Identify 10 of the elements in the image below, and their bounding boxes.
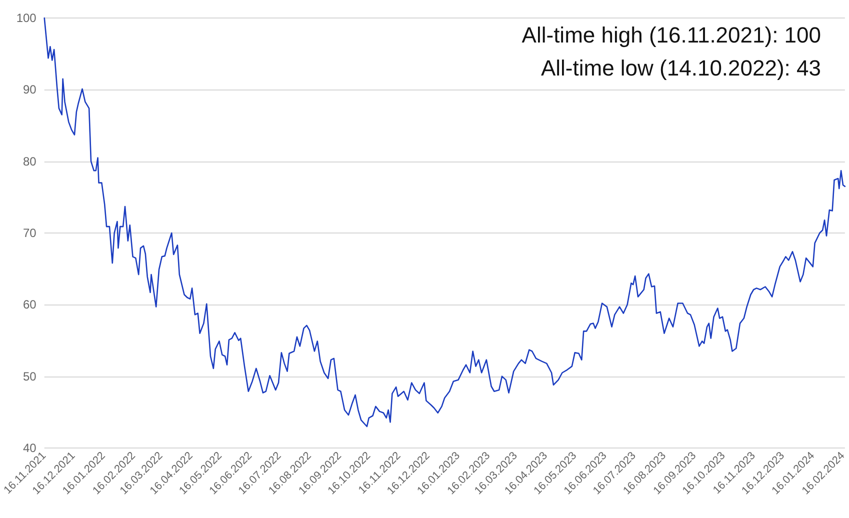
y-tick-label: 80 (23, 154, 37, 168)
y-tick-label: 70 (23, 226, 37, 240)
line-series (44, 17, 846, 428)
annotation: All-time high (16.11.2021): 100 (522, 22, 822, 48)
y-tick-label: 100 (16, 11, 37, 25)
y-tick-label: 60 (23, 298, 37, 312)
y-tick-label: 90 (23, 82, 37, 97)
annotation: All-time low (14.10.2022): 43 (540, 56, 822, 80)
y-tick-label: 50 (23, 369, 37, 384)
y-tick-label: 40 (23, 441, 37, 455)
